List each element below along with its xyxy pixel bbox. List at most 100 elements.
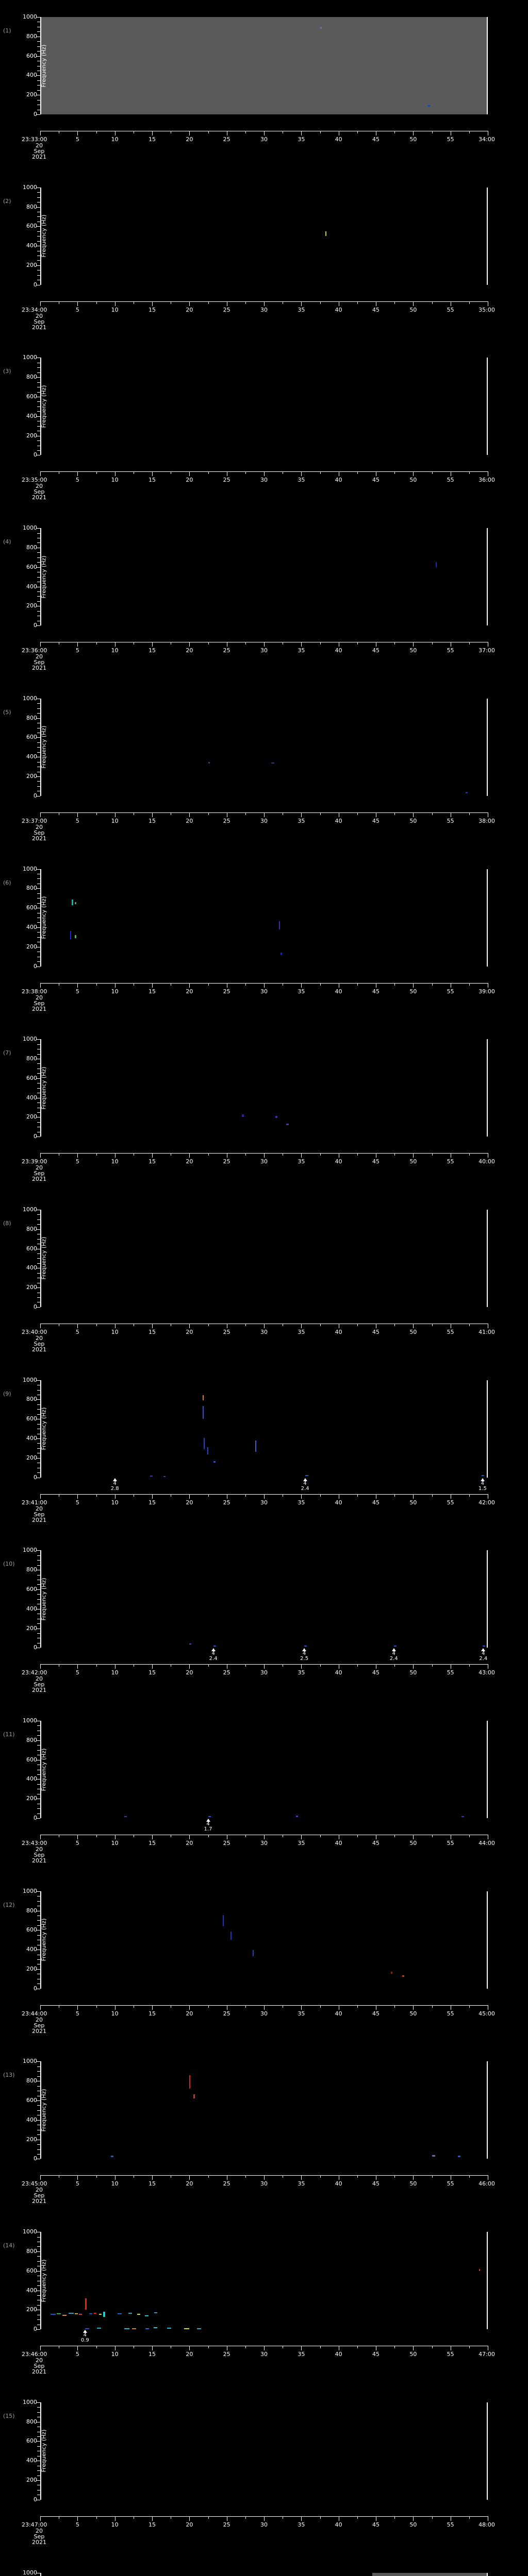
x-tick-minor (245, 1153, 246, 1156)
x-tick-minor (96, 131, 97, 133)
x-tick-minor (357, 2346, 358, 2349)
event-marker[interactable]: 4 2.5 (294, 1648, 315, 1662)
event-marker[interactable]: 4 2.4 (473, 1648, 493, 1662)
y-tick-label: 200 (26, 2477, 37, 2483)
y-tick-label: 200 (26, 1965, 37, 1972)
x-tick-minor (394, 982, 395, 986)
x-tick (413, 982, 414, 988)
x-tick-label: 25 (223, 136, 230, 143)
spectral-pixel (478, 2268, 480, 2271)
x-tick (114, 982, 116, 988)
y-axis-title: Frequency (Hz) (40, 1407, 47, 1450)
spectral-pixel (320, 26, 322, 29)
x-tick-label: 45 (372, 647, 380, 654)
y-tick (36, 56, 40, 57)
spectral-pixel (296, 1815, 299, 1817)
spectral-pixel (79, 2314, 82, 2315)
x-tick (413, 2005, 414, 2010)
x-tick-minor (96, 982, 97, 986)
y-tick-label: 200 (26, 1454, 37, 1461)
spectral-pixel (85, 2328, 89, 2330)
x-start-time-label: 23:39:00 (22, 1158, 47, 1165)
x-start-time-label: 23:34:00 (22, 306, 47, 313)
x-tick (264, 471, 265, 477)
plot-area (40, 1550, 488, 1648)
x-tick-minor (96, 471, 97, 474)
y-axis-left (40, 358, 41, 455)
x-tick-minor (432, 2346, 433, 2349)
x-tick-label: 30 (260, 1669, 268, 1676)
x-tick-minor (320, 471, 321, 474)
event-marker[interactable]: 4 2.8 (105, 1478, 125, 1492)
x-tick (413, 2516, 414, 2521)
x-tick (152, 1835, 153, 1839)
y-axis-title: Frequency (Hz) (40, 896, 47, 939)
x-tick (114, 1323, 116, 1328)
date-label-part: Sep (34, 1852, 45, 1858)
panel-number: (3) (3, 368, 11, 375)
y-tick-minor (37, 2066, 40, 2067)
y-tick-label: 800 (26, 2077, 37, 2084)
x-tick-label: 30 (260, 1840, 268, 1846)
x-tick-minor (357, 2516, 358, 2519)
panel-number: (9) (3, 1390, 11, 1397)
spectral-pixel (325, 231, 326, 236)
triangle-icon (82, 2330, 87, 2333)
spectral-pixel (305, 1475, 308, 1477)
x-tick-label: 45 (372, 817, 380, 824)
y-tick-minor (37, 1959, 40, 1960)
y-tick-minor (37, 90, 40, 91)
spectral-pixel (184, 2328, 190, 2330)
x-tick (301, 131, 302, 135)
x-tick-minor (432, 131, 433, 133)
x-tick-minor (208, 2516, 209, 2519)
x-tick-minor (96, 2346, 97, 2349)
x-tick-minor (320, 1494, 321, 1497)
event-marker[interactable]: 4 1.7 (198, 1819, 219, 1832)
event-marker[interactable]: 4 0.9 (75, 2330, 95, 2343)
x-tick-label: 35 (298, 817, 305, 824)
y-tick-label: 0 (34, 281, 37, 288)
x-tick-label: 10 (111, 647, 119, 654)
x-tick-label: 25 (223, 1840, 230, 1846)
spectral-pixel (271, 762, 275, 764)
y-tick-minor (37, 41, 40, 42)
date-label-part: Sep (34, 2363, 45, 2370)
spectral-pixel (74, 902, 76, 904)
x-start-time-label: 23:41:00 (22, 1499, 47, 1506)
y-axis-left (40, 1891, 41, 1989)
spectral-pixel (213, 1646, 216, 1647)
y-tick (36, 776, 40, 777)
event-marker[interactable]: 4 2.4 (384, 1648, 404, 1662)
spectral-pixel (196, 2328, 201, 2330)
x-tick-minor (208, 2005, 209, 2008)
no-data-mask (40, 17, 488, 114)
x-tick-label: 10 (111, 2351, 119, 2358)
spectral-pixel (203, 1437, 205, 1449)
x-tick-label: 35 (298, 2351, 305, 2358)
y-axis-right (487, 1209, 488, 1307)
date-label-part: Sep (34, 2022, 45, 2029)
spectral-pixel (230, 1931, 232, 1940)
y-tick-minor (37, 392, 40, 393)
y-tick-minor (37, 2261, 40, 2262)
x-tick-label: 25 (223, 647, 230, 654)
y-tick (36, 2402, 40, 2403)
event-marker[interactable]: 4 2.4 (295, 1478, 316, 1492)
event-marker[interactable]: 4 2.4 (203, 1648, 224, 1662)
x-tick-minor (208, 1494, 209, 1497)
date-label: 20 Sep 2021 (32, 824, 46, 841)
y-tick (36, 1740, 40, 1741)
x-tick-label: 35 (298, 2180, 305, 2188)
x-tick-minor (320, 642, 321, 645)
x-tick (264, 301, 265, 306)
event-marker[interactable]: 4 1.5 (472, 1478, 493, 1492)
y-tick-minor (37, 1063, 40, 1064)
y-tick-minor (37, 2134, 40, 2136)
date-label-part: 20 (36, 994, 43, 1001)
x-tick (152, 301, 153, 306)
spectral-pixel (150, 1475, 153, 1477)
x-tick-minor (357, 1153, 358, 1156)
date-label-part: Sep (34, 1170, 45, 1177)
x-tick (413, 2346, 414, 2351)
